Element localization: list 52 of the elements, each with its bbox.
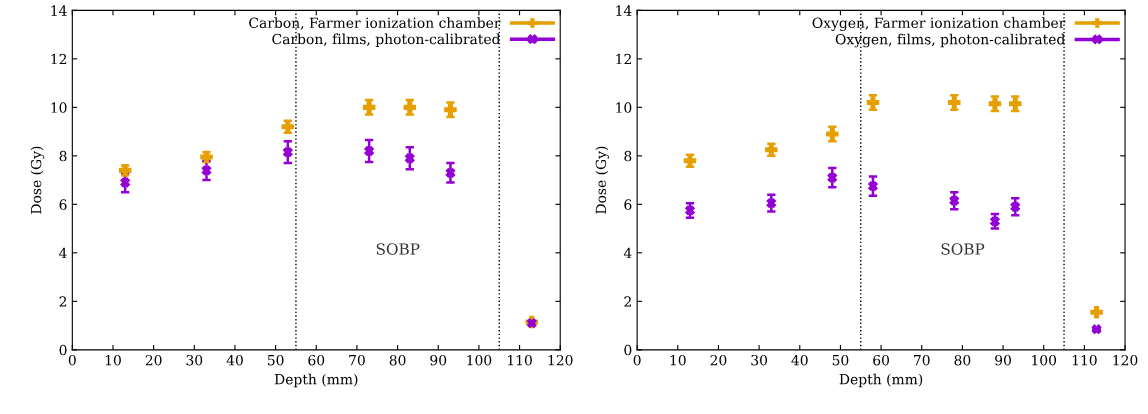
annotation: SOBP (376, 243, 420, 255)
x-tick-label: 60 (873, 354, 889, 366)
y-tick-label: 14 (51, 5, 67, 16)
legend-label: Oxygen, films, photon-calibrated (835, 33, 1065, 48)
x-tick-label: 80 (389, 354, 406, 366)
y-tick-label: 2 (59, 296, 67, 307)
y-tick-label: 4 (59, 247, 67, 259)
y-tick-label: 10 (616, 102, 632, 113)
y-axis-title: Dose (Gy) (30, 146, 45, 214)
annotation: SOBP (941, 243, 985, 255)
legend-label: Oxygen, Farmer ionization chamber (812, 17, 1066, 31)
x-tick-label: 110 (508, 354, 532, 366)
y-tick-label: 12 (616, 53, 631, 65)
x-tick-label: 0 (68, 354, 76, 366)
y-tick-label: 6 (624, 199, 632, 210)
y-tick-label: 0 (624, 344, 632, 356)
x-tick-label: 30 (751, 354, 768, 366)
y-tick-label: 0 (59, 344, 67, 356)
x-tick-label: 10 (670, 354, 686, 366)
y-tick-label: 8 (624, 150, 632, 162)
x-tick-label: 20 (145, 354, 162, 366)
x-tick-label: 110 (1072, 354, 1097, 366)
y-tick-label: 6 (59, 199, 67, 210)
x-tick-label: 70 (349, 354, 365, 366)
x-tick-label: 80 (954, 354, 971, 366)
y-tick-label: 2 (624, 296, 631, 307)
x-axis-title: Depth (mm) (274, 373, 358, 388)
y-tick-label: 14 (616, 5, 632, 16)
legend-label: Carbon, films, photon-calibrated (272, 33, 501, 47)
x-tick-label: 50 (832, 354, 849, 366)
x-tick-label: 40 (226, 354, 243, 366)
y-tick-label: 4 (623, 247, 632, 259)
x-tick-label: 0 (633, 354, 641, 366)
x-tick-label: 20 (710, 354, 727, 366)
legend-label: Carbon, Farmer ionization chamber (249, 17, 501, 30)
x-tick-label: 30 (186, 354, 203, 366)
x-tick-label: 120 (1113, 354, 1138, 366)
x-tick-label: 40 (791, 354, 808, 366)
y-tick-label: 12 (51, 53, 67, 65)
y-tick-label: 8 (59, 150, 67, 162)
x-tick-label: 90 (995, 354, 1011, 366)
y-tick-label: 10 (51, 102, 67, 113)
x-tick-label: 100 (467, 354, 492, 366)
x-axis-title: Depth (mm) (839, 373, 923, 388)
x-tick-label: 100 (1032, 354, 1057, 366)
x-tick-label: 10 (105, 354, 121, 366)
x-tick-label: 50 (267, 354, 284, 366)
x-tick-label: 60 (308, 354, 325, 366)
x-tick-label: 70 (914, 354, 930, 366)
x-tick-label: 120 (548, 354, 573, 366)
y-axis-title: Dose (Gy) (595, 146, 610, 214)
x-tick-label: 90 (430, 354, 447, 366)
